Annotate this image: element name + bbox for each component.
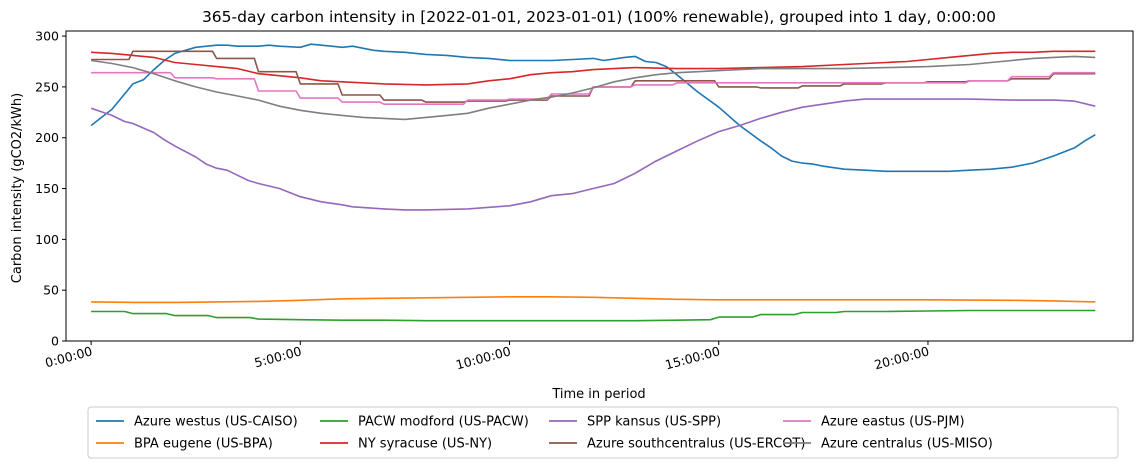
series-line-8 bbox=[90, 55, 1096, 121]
x-axis-label: Time in period bbox=[551, 387, 645, 402]
y-tick-label: 250 bbox=[35, 79, 59, 94]
plot-lines bbox=[90, 43, 1096, 322]
plot-frame bbox=[65, 30, 1134, 342]
legend-entry-label: NY syracuse (US-NY) bbox=[358, 437, 492, 452]
x-tick-label: 5:00:00 bbox=[253, 343, 303, 370]
legend-entry-label: Azure centralus (US-MISO) bbox=[821, 437, 993, 452]
legend-entry-label: Azure eastus (US-PJM) bbox=[821, 415, 965, 430]
series-line-7 bbox=[91, 71, 1096, 105]
y-tick-label: 200 bbox=[35, 130, 59, 145]
y-axis-label: Carbon intensity (gCO2/kWh) bbox=[10, 93, 25, 283]
legend-entry-label: Azure southcentralus (US-ERCOT) bbox=[587, 437, 805, 452]
x-axis-ticks: 0:00:00 5:00:00 10:00:00 15:00:00 20:00:00 bbox=[43, 341, 931, 372]
chart-title: 365-day carbon intensity in [2022-01-01,… bbox=[202, 8, 996, 26]
y-tick-label: 300 bbox=[35, 29, 59, 44]
y-tick-label: 150 bbox=[35, 181, 59, 196]
series-line-3 bbox=[91, 309, 1096, 322]
x-tick-label: 10:00:00 bbox=[454, 343, 512, 372]
x-tick-label: 15:00:00 bbox=[663, 343, 721, 372]
y-tick-label: 0 bbox=[51, 334, 59, 349]
legend: Azure westus (US-CAISO) BPA eugene (US-BP… bbox=[87, 406, 1119, 459]
legend-entry-label: SPP kansus (US-SPP) bbox=[587, 415, 721, 430]
legend-entry-label: Azure westus (US-CAISO) bbox=[134, 415, 298, 430]
y-tick-label: 50 bbox=[43, 283, 59, 298]
series-line-5 bbox=[90, 98, 1096, 211]
series-line-1 bbox=[90, 43, 1096, 173]
legend-frame bbox=[87, 406, 1119, 459]
legend-entry-label: BPA eugene (US-BPA) bbox=[134, 437, 273, 452]
series-line-4 bbox=[91, 50, 1096, 86]
legend-entry-label: PACW modford (US-PACW) bbox=[358, 415, 529, 430]
series-line-2 bbox=[91, 296, 1096, 304]
y-axis-ticks: 0 50 100 150 200 250 300 bbox=[35, 29, 66, 349]
y-tick-label: 100 bbox=[35, 232, 59, 247]
x-tick-label: 20:00:00 bbox=[873, 343, 931, 372]
